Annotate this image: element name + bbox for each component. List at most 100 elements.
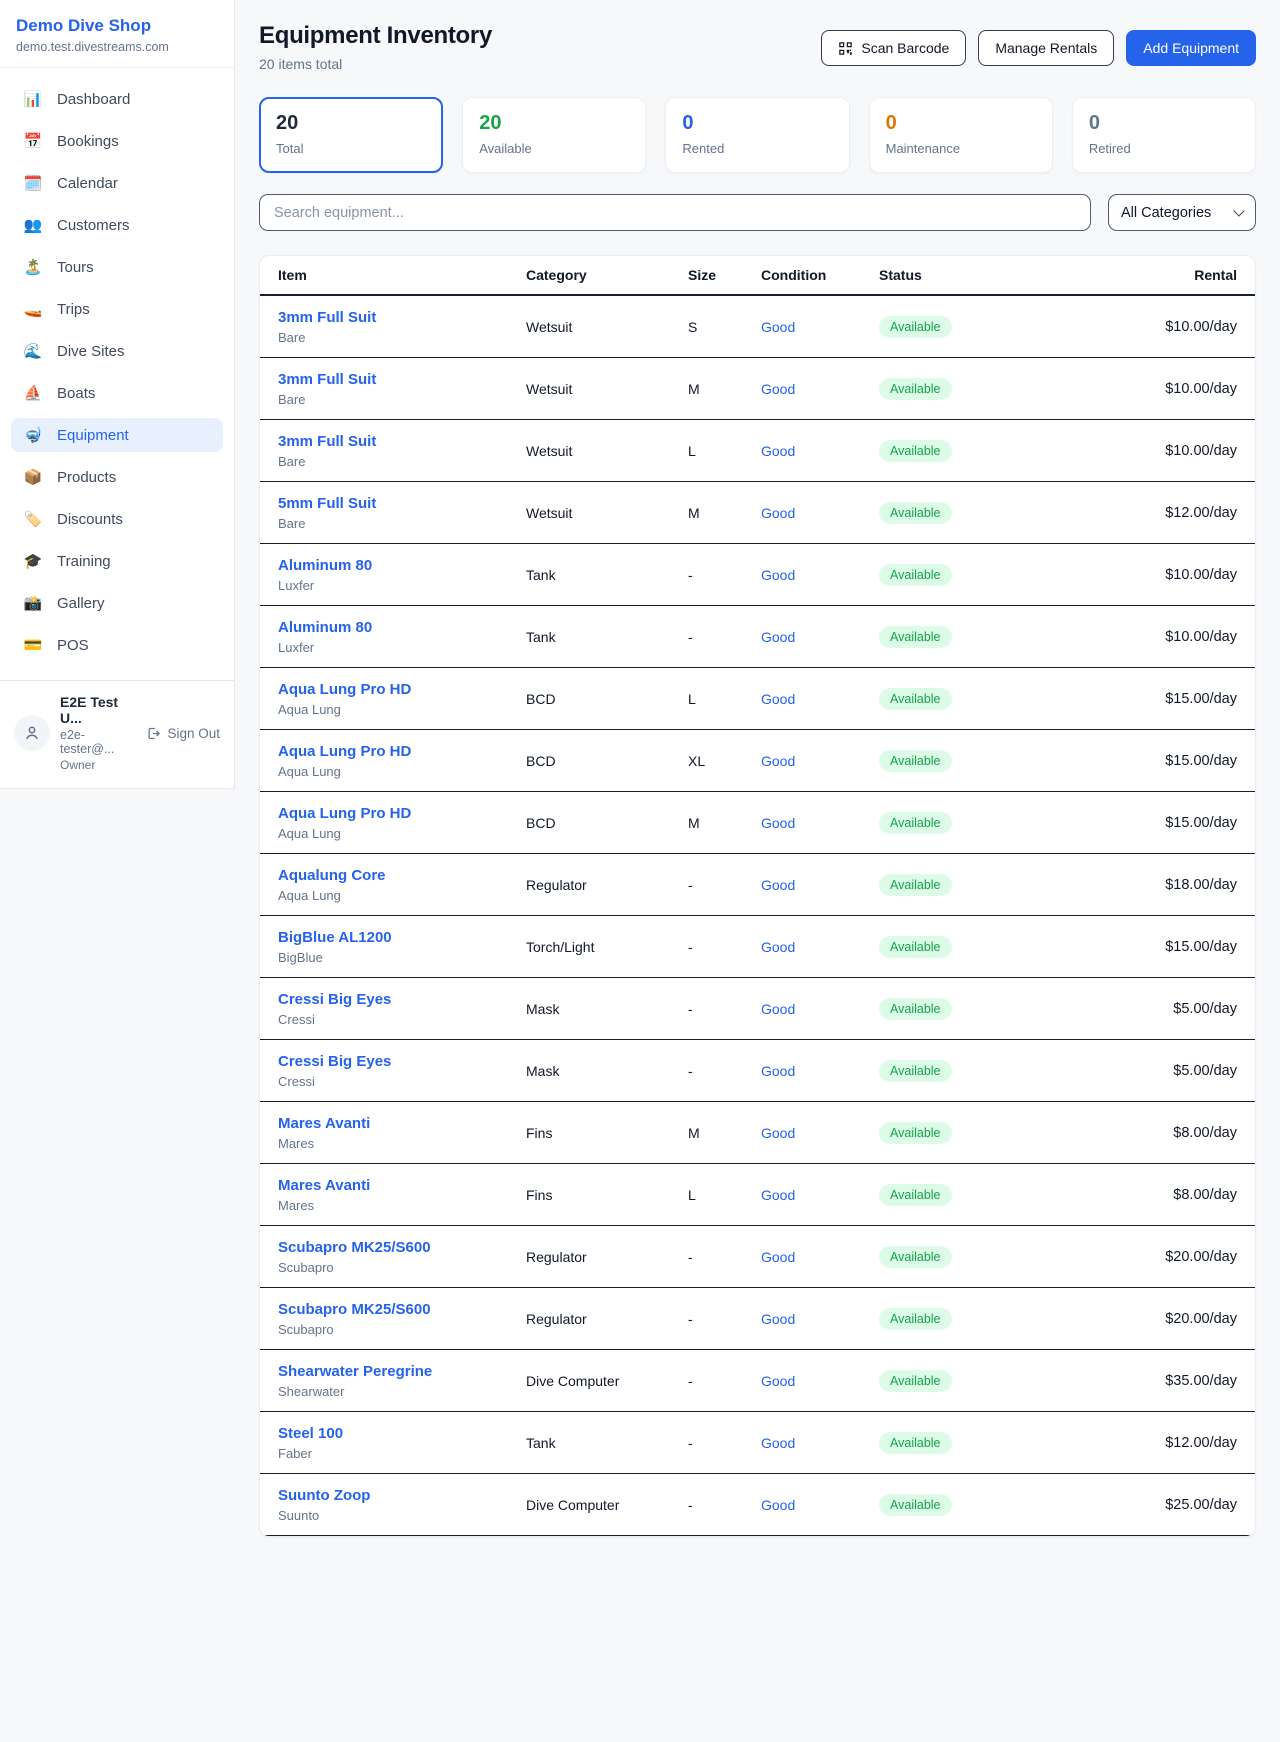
- status-badge: Available: [879, 501, 952, 524]
- condition-link[interactable]: Good: [761, 318, 796, 335]
- column-header-condition: Condition: [761, 267, 827, 283]
- condition-link[interactable]: Good: [761, 566, 796, 583]
- item-name-link[interactable]: Scubapro MK25/S600: [278, 1300, 431, 1318]
- scan-barcode-button[interactable]: Scan Barcode: [821, 30, 967, 66]
- sidebar-item-pos[interactable]: 💳 POS: [11, 628, 223, 662]
- item-name-link[interactable]: Aqua Lung Pro HD: [278, 680, 412, 698]
- sidebar-item-customers[interactable]: 👥 Customers: [11, 208, 223, 242]
- condition-link[interactable]: Good: [761, 504, 796, 521]
- condition-link[interactable]: Good: [761, 380, 796, 397]
- sidebar-item-calendar[interactable]: 🗓️ Calendar: [11, 166, 223, 200]
- category-select[interactable]: All Categories: [1108, 194, 1256, 231]
- item-name-link[interactable]: Aqua Lung Pro HD: [278, 804, 412, 822]
- condition-link[interactable]: Good: [761, 1496, 796, 1513]
- item-name-link[interactable]: Mares Avanti: [278, 1176, 371, 1194]
- sidebar-item-dive-sites[interactable]: 🌊 Dive Sites: [11, 334, 223, 368]
- item-name-link[interactable]: 5mm Full Suit: [278, 494, 377, 512]
- stat-label: Maintenance: [885, 141, 961, 156]
- item-name-link[interactable]: Scubapro MK25/S600: [278, 1238, 431, 1256]
- size-cell: L: [688, 442, 696, 459]
- category-cell: Regulator: [526, 1310, 587, 1327]
- status-cell: Available: [879, 439, 1049, 462]
- sidebar-item-training[interactable]: 🎓 Training: [11, 544, 223, 578]
- sidebar-item-products[interactable]: 📦 Products: [11, 460, 223, 494]
- status-cell: Available: [879, 935, 1049, 958]
- add-equipment-label: Add Equipment: [1143, 40, 1239, 56]
- item-cell: Aqua Lung Pro HD Aqua Lung: [278, 805, 526, 841]
- condition-link[interactable]: Good: [761, 1434, 796, 1451]
- sidebar-item-dashboard[interactable]: 📊 Dashboard: [11, 82, 223, 116]
- brand-name[interactable]: Demo Dive Shop: [16, 16, 152, 35]
- sidebar-item-tours[interactable]: 🏝️ Tours: [11, 250, 223, 284]
- stat-card-available[interactable]: 20 Available: [462, 97, 647, 173]
- rental-price: $12.00/day: [1165, 1434, 1237, 1451]
- condition-link[interactable]: Good: [761, 1372, 796, 1389]
- size-cell: XL: [688, 752, 706, 769]
- sidebar-item-bookings[interactable]: 📅 Bookings: [11, 124, 223, 158]
- sidebar-item-discounts[interactable]: 🏷️ Discounts: [11, 502, 223, 536]
- condition-link[interactable]: Good: [761, 690, 796, 707]
- table-row: Aqua Lung Pro HD Aqua Lung BCD M Good Availab…: [260, 792, 1255, 854]
- category-cell: Wetsuit: [526, 442, 573, 459]
- status-cell: Available: [879, 873, 1049, 896]
- sign-out-label: Sign Out: [167, 725, 220, 741]
- sidebar-item-gallery[interactable]: 📸 Gallery: [11, 586, 223, 620]
- status-cell: Available: [879, 1307, 1049, 1330]
- item-name-link[interactable]: Cressi Big Eyes: [278, 1052, 392, 1070]
- condition-link[interactable]: Good: [761, 1248, 796, 1265]
- filter-row: All Categories: [259, 194, 1256, 231]
- item-name-link[interactable]: Aqua Lung Pro HD: [278, 742, 412, 760]
- size-cell: -: [688, 566, 693, 583]
- item-name-link[interactable]: 3mm Full Suit: [278, 308, 377, 326]
- rental-price: $25.00/day: [1165, 1496, 1237, 1513]
- item-name-link[interactable]: Aluminum 80: [278, 618, 373, 636]
- stat-card-retired[interactable]: 0 Retired: [1071, 97, 1257, 173]
- item-name-link[interactable]: Shearwater Peregrine: [278, 1362, 433, 1380]
- stat-card-total[interactable]: 20 Total: [259, 97, 444, 173]
- search-input[interactable]: [259, 194, 1091, 231]
- category-cell: Mask: [526, 1000, 560, 1017]
- condition-link[interactable]: Good: [761, 1310, 796, 1327]
- item-name-link[interactable]: Aluminum 80: [278, 556, 373, 574]
- condition-link[interactable]: Good: [761, 938, 796, 955]
- size-cell: M: [688, 814, 700, 831]
- condition-link[interactable]: Good: [761, 752, 796, 769]
- rental-price: $5.00/day: [1173, 1062, 1237, 1079]
- rental-price: $15.00/day: [1165, 814, 1237, 831]
- condition-link[interactable]: Good: [761, 1000, 796, 1017]
- condition-link[interactable]: Good: [761, 1062, 796, 1079]
- item-name-link[interactable]: Aqualung Core: [278, 866, 386, 884]
- item-name-link[interactable]: Mares Avanti: [278, 1114, 371, 1132]
- item-name-link[interactable]: Steel 100: [278, 1424, 344, 1442]
- item-name-link[interactable]: BigBlue AL1200: [278, 928, 392, 946]
- item-brand: Scubapro: [278, 1259, 334, 1275]
- stat-card-rented[interactable]: 0 Rented: [665, 97, 850, 173]
- status-cell: Available: [879, 1245, 1049, 1268]
- item-name-link[interactable]: Suunto Zoop: [278, 1486, 371, 1504]
- item-name-link[interactable]: Cressi Big Eyes: [278, 990, 392, 1008]
- sign-out-button[interactable]: Sign Out: [146, 726, 220, 741]
- condition-link[interactable]: Good: [761, 442, 796, 459]
- item-name-link[interactable]: 3mm Full Suit: [278, 370, 377, 388]
- sidebar-item-equipment[interactable]: 🤿 Equipment: [11, 418, 223, 452]
- stat-card-maintenance[interactable]: 0 Maintenance: [868, 97, 1053, 173]
- item-brand: Bare: [278, 453, 306, 469]
- user-role: Owner: [60, 758, 96, 772]
- item-brand: Bare: [278, 515, 306, 531]
- status-cell: Available: [879, 1059, 1049, 1082]
- condition-link[interactable]: Good: [761, 1186, 796, 1203]
- item-brand: Luxfer: [278, 639, 315, 655]
- condition-link[interactable]: Good: [761, 628, 796, 645]
- condition-link[interactable]: Good: [761, 876, 796, 893]
- size-cell: M: [688, 380, 700, 397]
- sidebar-item-boats[interactable]: ⛵ Boats: [11, 376, 223, 410]
- condition-link[interactable]: Good: [761, 814, 796, 831]
- add-equipment-button[interactable]: Add Equipment: [1126, 30, 1256, 66]
- item-name-link[interactable]: 3mm Full Suit: [278, 432, 377, 450]
- manage-rentals-button[interactable]: Manage Rentals: [978, 30, 1115, 66]
- sidebar-item-trips[interactable]: 🚤 Trips: [11, 292, 223, 326]
- item-cell: Cressi Big Eyes Cressi: [278, 991, 526, 1027]
- tours-icon: 🏝️: [23, 259, 43, 276]
- condition-link[interactable]: Good: [761, 1124, 796, 1141]
- table-row: Scubapro MK25/S600 Scubapro Regulator - Good…: [260, 1226, 1255, 1288]
